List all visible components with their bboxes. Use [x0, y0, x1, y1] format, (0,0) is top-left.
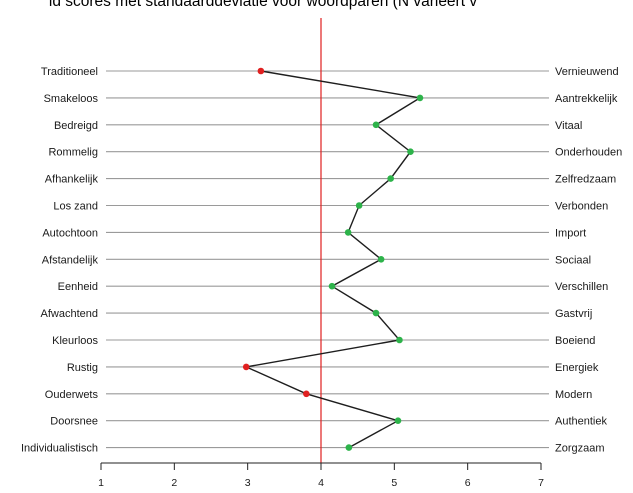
left-label: Kleurloos [52, 335, 98, 347]
right-label: Zorgzaam [555, 443, 605, 455]
right-label: Modern [555, 389, 592, 401]
left-label: Rommelig [48, 147, 98, 159]
left-label: Eenheid [58, 281, 98, 293]
data-point [396, 336, 403, 344]
left-label: Afhankelijk [45, 174, 99, 186]
row-lines [106, 70, 549, 449]
x-tick-label: 6 [465, 477, 471, 489]
left-label: Bedreigd [54, 120, 98, 132]
left-label: Traditioneel [41, 66, 98, 78]
left-label: Autochtoon [42, 227, 98, 239]
data-point [344, 229, 352, 236]
left-labels: Traditioneel Smakeloos Bedreigd Rommelig Afh… [21, 66, 99, 455]
right-label: Verbonden [555, 201, 608, 213]
right-label: Authentiek [555, 416, 607, 428]
data-point [394, 417, 402, 425]
left-label: Doorsnee [50, 416, 98, 428]
right-label: Boeiend [555, 335, 595, 347]
x-tick-label: 4 [318, 477, 324, 489]
right-label: Aantrekkelijk [555, 93, 618, 105]
right-label: Energiek [555, 362, 599, 374]
x-tick-label: 5 [391, 477, 397, 489]
x-tick-label: 7 [538, 477, 544, 489]
right-label: Sociaal [555, 254, 591, 266]
x-tick-label: 3 [245, 477, 251, 489]
right-labels: Vernieuwend Aantrekkelijk Vitaal Onderhoude… [555, 66, 622, 455]
right-label: Import [555, 227, 586, 239]
data-point [257, 67, 265, 75]
chart-title: ld scores met standaarddeviatie voor woo… [0, 0, 633, 13]
left-label: Individualistisch [21, 443, 98, 455]
left-label: Smakeloos [44, 93, 99, 105]
left-label: Afstandelijk [42, 254, 99, 266]
right-label: Zelfredzaam [555, 174, 616, 186]
data-point [372, 309, 380, 317]
right-label: Vernieuwend [555, 66, 619, 78]
right-label: Gastvrij [555, 308, 592, 320]
right-label: Onderhouden [555, 147, 622, 159]
data-point [372, 121, 380, 129]
left-label: Afwachtend [41, 308, 98, 320]
data-point [377, 255, 385, 263]
left-label: Rustig [67, 362, 98, 374]
right-label: Verschillen [555, 281, 608, 293]
x-tick-label: 2 [171, 477, 177, 489]
left-label: Ouderwets [45, 389, 99, 401]
right-label: Vitaal [555, 120, 582, 132]
data-point [416, 94, 424, 102]
data-point [407, 148, 414, 155]
data-point [303, 390, 310, 398]
left-label: Los zand [53, 201, 98, 213]
data-points [242, 67, 424, 451]
data-point [345, 444, 353, 451]
data-point [242, 363, 250, 371]
chart-title-text: ld scores met standaarddeviatie voor woo… [48, 0, 478, 10]
data-point [387, 175, 394, 182]
data-point [355, 202, 363, 209]
x-tick-label: 1 [98, 477, 104, 489]
data-point [328, 282, 336, 290]
x-axis: 1 2 3 4 5 6 7 [98, 462, 544, 489]
